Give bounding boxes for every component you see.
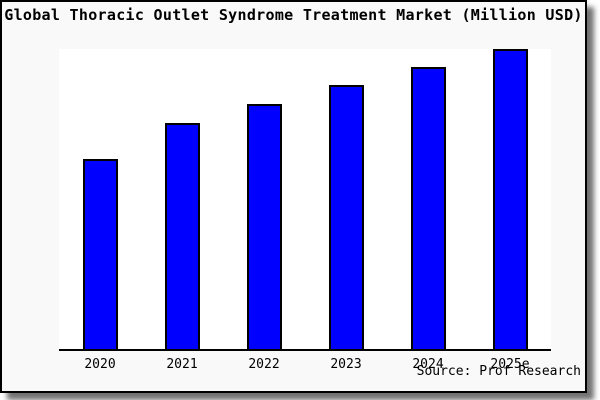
chart-card: Global Thoracic Outlet Syndrome Treatmen… — [0, 0, 587, 393]
bar-slot-2022 — [223, 49, 305, 349]
bar-slot-2021 — [141, 49, 223, 349]
chart-title: Global Thoracic Outlet Syndrome Treatmen… — [4, 6, 583, 24]
x-tick-label-2021: 2021 — [166, 357, 198, 372]
bars-container — [59, 49, 551, 349]
x-tick-label-2022: 2022 — [248, 357, 280, 372]
x-tick-label-2024: 2024 — [412, 357, 444, 372]
bar-2025e — [492, 49, 528, 349]
bar-2020 — [82, 159, 118, 349]
plot-area — [59, 49, 551, 351]
x-tick-label-2025e: 2025e — [490, 357, 530, 372]
bar-2021 — [164, 123, 200, 349]
bar-slot-2023 — [305, 49, 387, 349]
x-tick-label-2023: 2023 — [330, 357, 362, 372]
bar-2023 — [328, 85, 364, 349]
bar-2024 — [410, 67, 446, 349]
bar-slot-2024 — [387, 49, 469, 349]
x-tick-label-2020: 2020 — [84, 357, 116, 372]
bar-2022 — [246, 104, 282, 349]
bar-slot-2025e — [469, 49, 551, 349]
bar-slot-2020 — [59, 49, 141, 349]
x-axis-tick-labels: 2020 2021 2022 2023 2024 2025e — [59, 353, 551, 372]
source-text: Source: Prof Research — [416, 364, 581, 379]
